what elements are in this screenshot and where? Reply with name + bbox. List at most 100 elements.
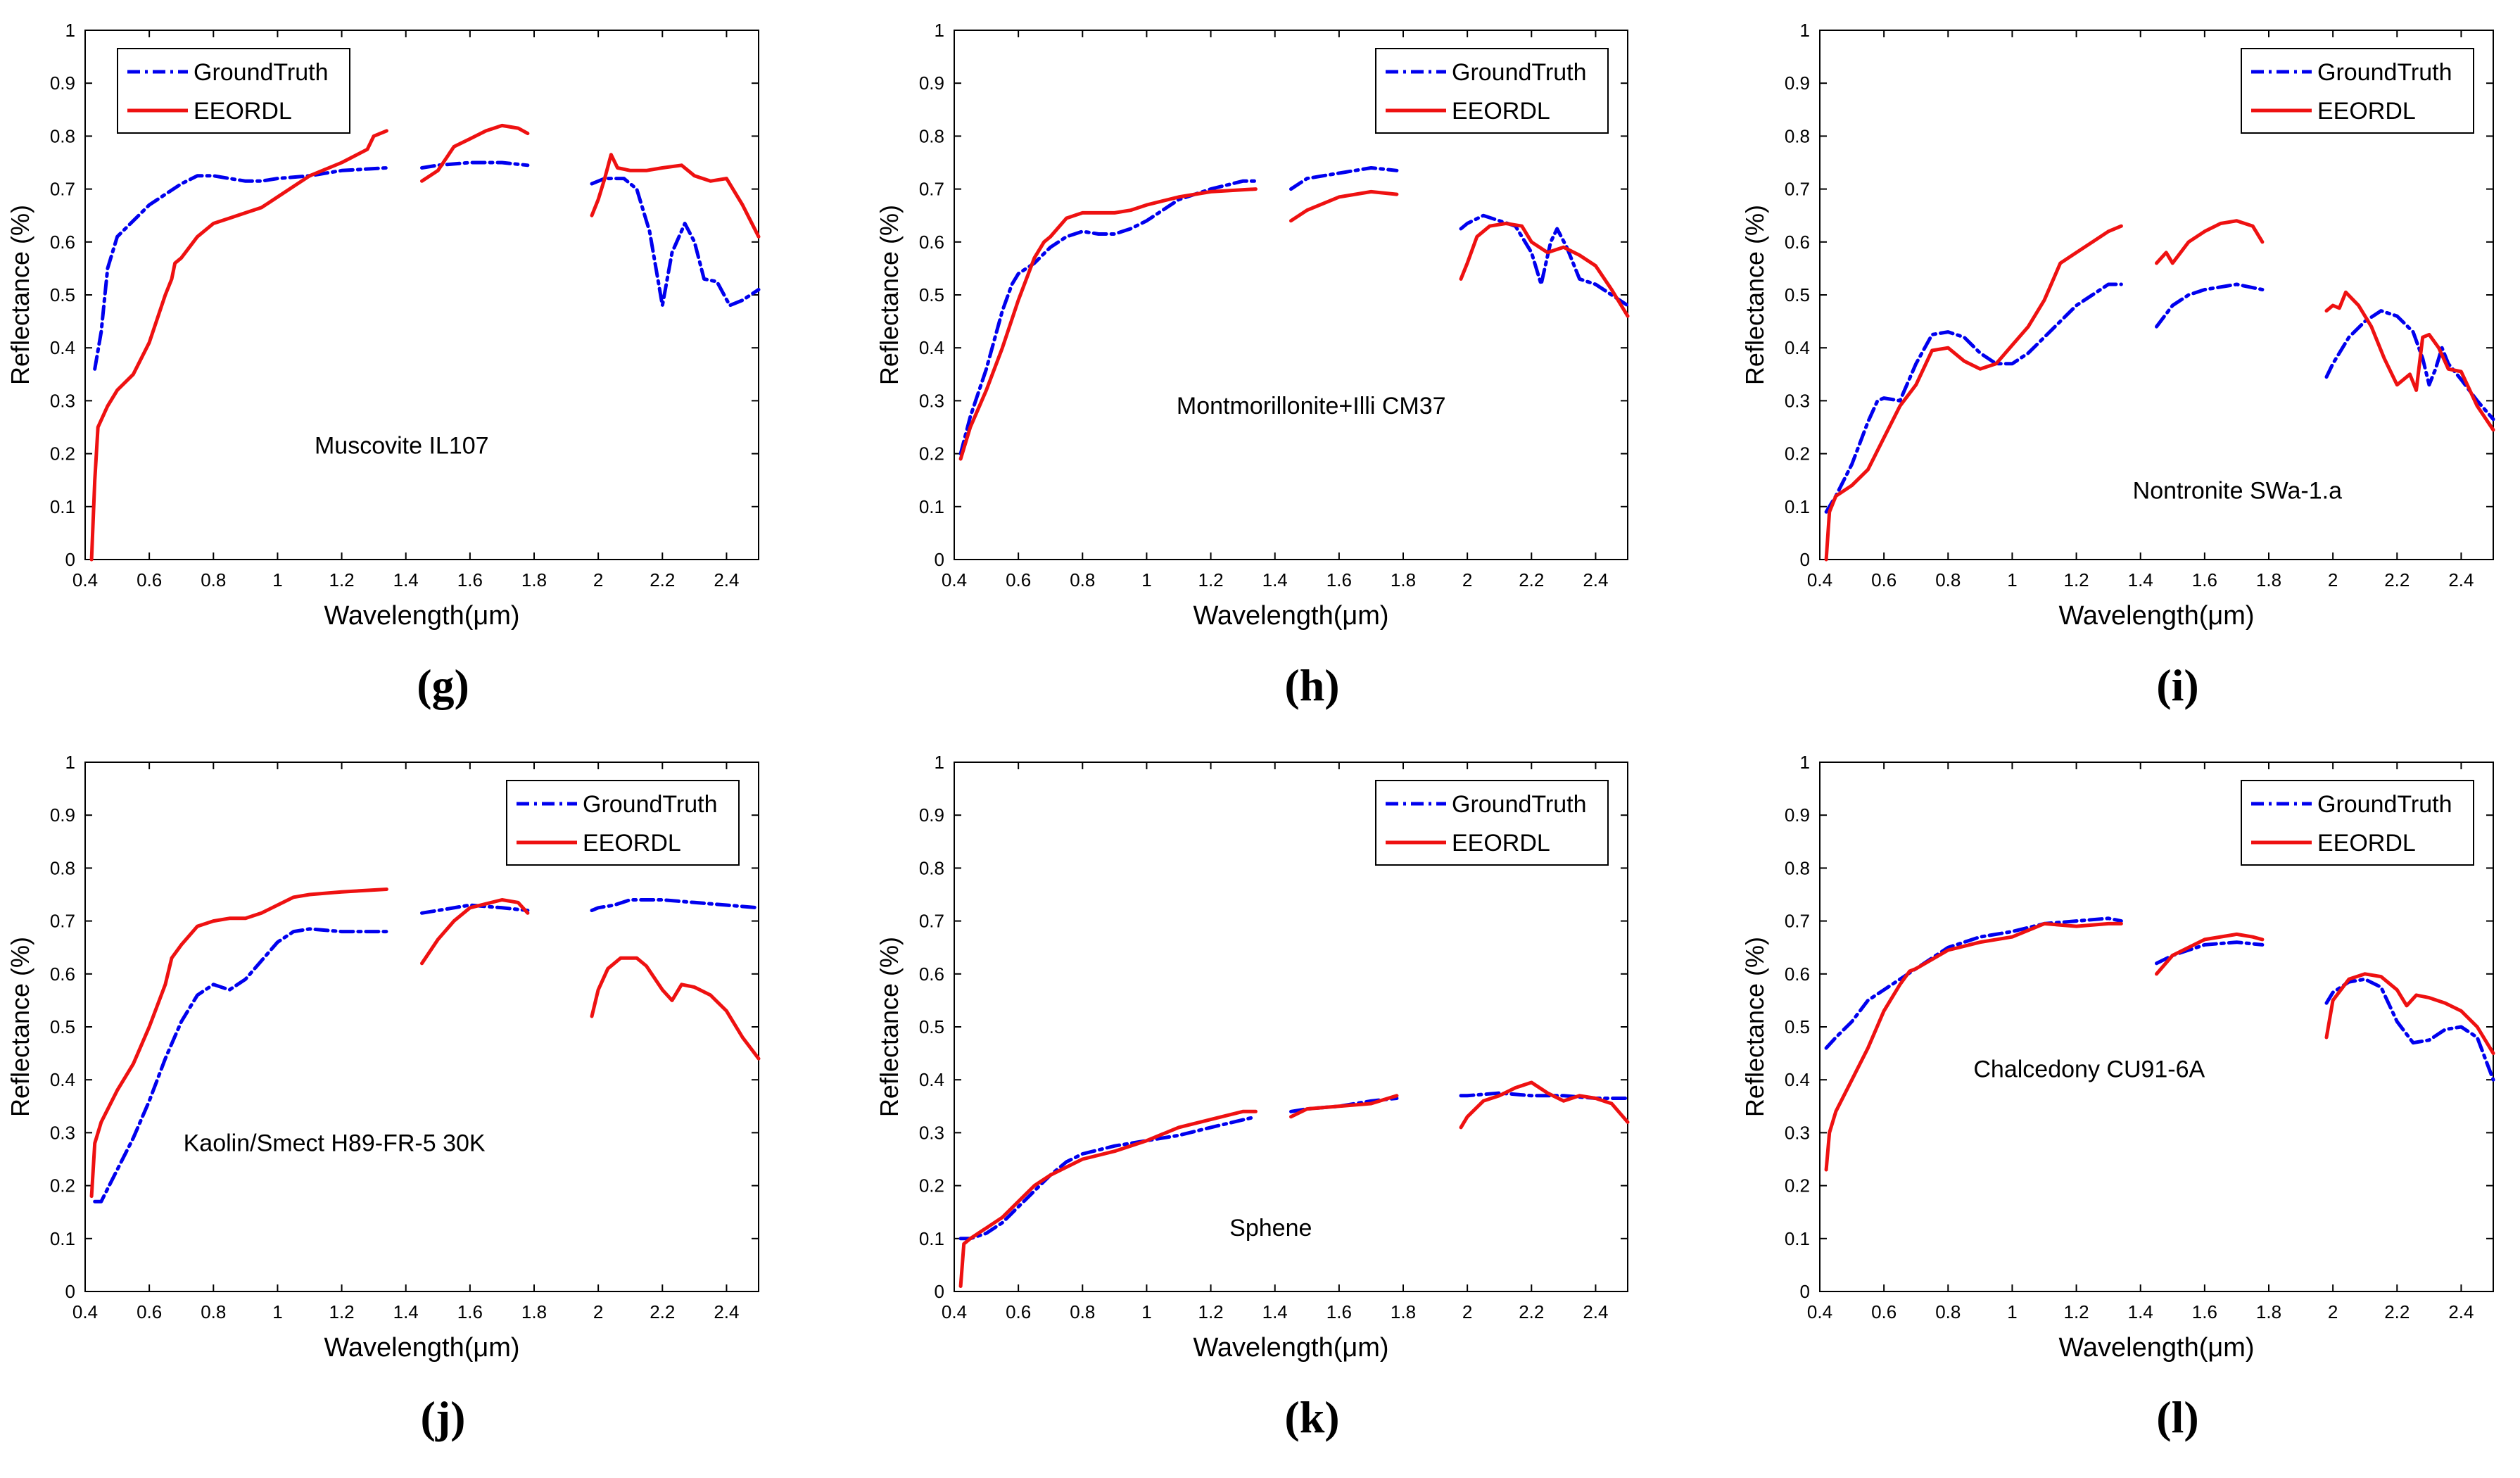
x-tick-label: 0.8 <box>201 569 226 590</box>
x-tick-label: 2.2 <box>650 1301 675 1322</box>
eeordl-series-line <box>2324 290 2495 432</box>
y-tick-label: 0 <box>65 549 75 570</box>
eeordl-series-line <box>2155 932 2265 976</box>
legend-label: GroundTruth <box>2317 791 2452 818</box>
x-tick-label: 0.6 <box>137 1301 162 1322</box>
x-tick-label: 1.2 <box>2063 569 2089 590</box>
x-tick-label: 1.8 <box>1391 1301 1416 1322</box>
eeordl-series-line <box>590 153 761 239</box>
legend-label: GroundTruth <box>2317 59 2452 86</box>
x-tick-label: 2.4 <box>1583 569 1608 590</box>
chart-panel: 0.4 0.6 0.8 1 1.2 1.4 1.6 1.8 2 2.2 2.4 0 0.1 0.2 0.3 0… <box>6 20 761 710</box>
y-tick-label: 1 <box>65 20 75 41</box>
x-tick-label: 1.8 <box>521 1301 547 1322</box>
eeordl-series-line <box>958 1109 1258 1288</box>
x-axis-label: Wavelength(μm) <box>1193 1333 1388 1363</box>
groundtruth-series-line <box>93 166 388 371</box>
y-tick-label: 0.1 <box>919 1228 944 1249</box>
legend-label: EEORDL <box>1452 830 1550 857</box>
x-tick-label: 1.2 <box>329 569 354 590</box>
eeordl-series-line <box>1289 1094 1399 1119</box>
y-tick-label: 0.2 <box>1785 443 1810 465</box>
y-tick-label: 0.8 <box>919 125 944 146</box>
y-tick-label: 0.1 <box>1785 496 1810 517</box>
y-tick-label: 0.9 <box>1785 804 1810 826</box>
x-tick-label: 0.6 <box>1006 1301 1031 1322</box>
y-tick-label: 0.6 <box>919 964 944 985</box>
sample-annotation: Nontronite SWa-1.a <box>2133 478 2342 505</box>
sample-annotation: Kaolin/Smect H89-FR-5 30K <box>184 1130 486 1157</box>
x-tick-label: 1.8 <box>2256 569 2281 590</box>
x-tick-label: 2 <box>2328 569 2338 590</box>
panel-label: (l) <box>2156 1392 2198 1442</box>
y-tick-label: 0.1 <box>1785 1228 1810 1249</box>
legend-label: EEORDL <box>583 830 681 857</box>
x-tick-label: 2.4 <box>714 569 739 590</box>
y-tick-label: 1 <box>1800 20 1810 41</box>
groundtruth-series-line <box>958 1115 1258 1241</box>
x-axis-label: Wavelength(μm) <box>2058 1333 2254 1363</box>
y-tick-label: 0 <box>1800 1281 1810 1302</box>
y-tick-label: 0.6 <box>50 232 75 253</box>
y-tick-label: 0.3 <box>1785 1122 1810 1143</box>
y-tick-label: 0.8 <box>919 857 944 878</box>
x-tick-label: 0.4 <box>1807 569 1832 590</box>
y-tick-label: 0.8 <box>50 857 75 878</box>
x-tick-label: 2.4 <box>1583 1301 1608 1322</box>
x-tick-label: 2 <box>1462 569 1472 590</box>
y-tick-label: 0.2 <box>50 443 75 465</box>
y-tick-label: 0.2 <box>919 1175 944 1196</box>
x-tick-label: 2 <box>593 569 603 590</box>
y-tick-label: 0 <box>1800 549 1810 570</box>
x-tick-label: 1.2 <box>1198 569 1223 590</box>
groundtruth-series-line <box>2155 940 2265 966</box>
panel-label: (g) <box>417 660 469 710</box>
x-tick-label: 0.8 <box>1070 1301 1095 1322</box>
legend: GroundTruth EEORDL <box>506 780 740 866</box>
eeordl-series-line <box>1824 921 2123 1172</box>
x-tick-label: 1.8 <box>521 569 547 590</box>
y-tick-label: 0.5 <box>919 1016 944 1037</box>
x-tick-label: 2.4 <box>2448 569 2474 590</box>
x-tick-label: 1.6 <box>457 1301 483 1322</box>
y-axis-label: Reflectance (%) <box>875 205 904 385</box>
sample-annotation: Montmorillonite+Illi CM37 <box>1177 393 1446 419</box>
x-tick-label: 0.8 <box>1935 569 1961 590</box>
y-tick-label: 0.9 <box>50 804 75 826</box>
y-tick-label: 1 <box>1800 752 1810 773</box>
groundtruth-series-line <box>590 177 761 308</box>
x-tick-label: 2 <box>593 1301 603 1322</box>
eeordl-series-line <box>1289 189 1399 223</box>
panel-label: (i) <box>2156 660 2198 710</box>
legend: GroundTruth EEORDL <box>2241 780 2474 866</box>
y-tick-label: 0.3 <box>1785 390 1810 411</box>
legend-label: GroundTruth <box>583 791 718 818</box>
y-tick-label: 0.3 <box>50 1122 75 1143</box>
x-tick-label: 1.8 <box>2256 1301 2281 1322</box>
y-tick-label: 0.7 <box>1785 911 1810 932</box>
panel-label: (j) <box>421 1392 466 1442</box>
y-tick-label: 0 <box>65 1281 75 1302</box>
y-tick-label: 0.4 <box>919 1069 944 1090</box>
x-tick-label: 2.2 <box>1519 569 1544 590</box>
eeordl-series-line <box>89 129 388 562</box>
groundtruth-series-line <box>420 160 530 170</box>
y-tick-label: 0.9 <box>1785 72 1810 94</box>
y-tick-label: 0.5 <box>50 284 75 305</box>
y-tick-label: 1 <box>65 752 75 773</box>
chart-panel: 0.4 0.6 0.8 1 1.2 1.4 1.6 1.8 2 2.2 2.4 0 0.1 0.2 0.3 0… <box>875 20 1630 710</box>
groundtruth-series-line <box>2324 309 2495 422</box>
x-axis-label: Wavelength(μm) <box>324 601 519 631</box>
eeordl-series-line <box>590 956 761 1061</box>
legend: GroundTruth EEORDL <box>1375 48 1609 134</box>
groundtruth-series-line <box>2155 282 2265 329</box>
x-tick-label: 2 <box>2328 1301 2338 1322</box>
x-tick-label: 0.8 <box>201 1301 226 1322</box>
sample-annotation: Muscovite IL107 <box>315 433 489 460</box>
y-axis-label: Reflectance (%) <box>1740 937 1769 1117</box>
chart-panel: 0.4 0.6 0.8 1 1.2 1.4 1.6 1.8 2 2.2 2.4 0 0.1 0.2 0.3 0… <box>6 752 761 1442</box>
x-tick-label: 1.6 <box>1327 569 1352 590</box>
eeordl-series-line <box>1459 1080 1630 1130</box>
groundtruth-series-line <box>1459 213 1630 308</box>
x-tick-label: 1.4 <box>2128 1301 2153 1322</box>
